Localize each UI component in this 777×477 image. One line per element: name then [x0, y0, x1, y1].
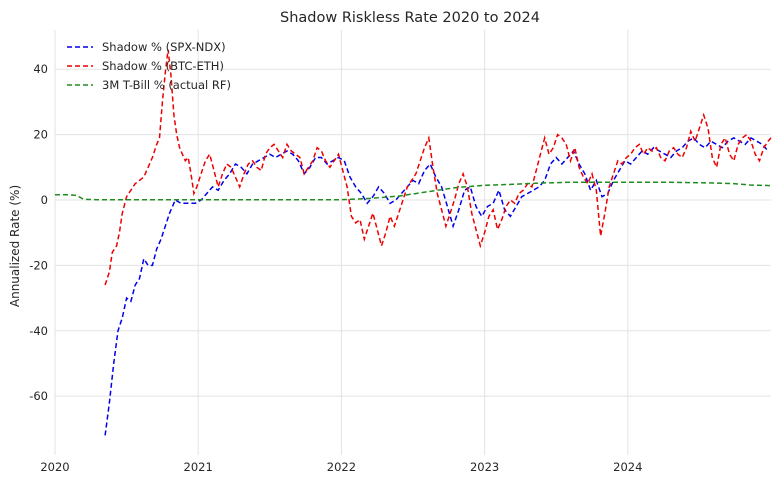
- x-tick-label: 2020: [40, 460, 69, 474]
- x-tick-label: 2021: [184, 460, 213, 474]
- tick-labels: 2020 2021 2022 2023 2024 40 20 0 -20 -40 -60: [29, 62, 642, 474]
- y-tick-label: 0: [41, 193, 48, 207]
- series-line-0: [104, 136, 769, 436]
- series-layer: [55, 49, 772, 436]
- y-tick-label: -20: [29, 258, 48, 272]
- chart-title: Shadow Riskless Rate 2020 to 2024: [280, 10, 540, 26]
- legend-label-0: Shadow % (SPX-NDX): [102, 40, 226, 54]
- series-line-1: [104, 49, 772, 286]
- y-tick-label: -40: [29, 324, 48, 338]
- x-tick-label: 2024: [613, 460, 642, 474]
- grid-layer: [54, 30, 771, 455]
- legend-label-2: 3M T-Bill % (actual RF): [102, 78, 231, 92]
- y-axis-label: Annualized Rate (%): [8, 185, 22, 307]
- legend-label-1: Shadow % (BTC-ETH): [102, 59, 224, 73]
- y-tick-label: 20: [33, 128, 48, 142]
- y-tick-label: 40: [33, 62, 48, 76]
- x-tick-label: 2022: [327, 460, 356, 474]
- legend: Shadow % (SPX-NDX) Shadow % (BTC-ETH) 3M T…: [67, 40, 231, 92]
- y-tick-label: -60: [29, 389, 48, 403]
- x-tick-label: 2023: [470, 460, 499, 474]
- series-line-2: [55, 181, 772, 201]
